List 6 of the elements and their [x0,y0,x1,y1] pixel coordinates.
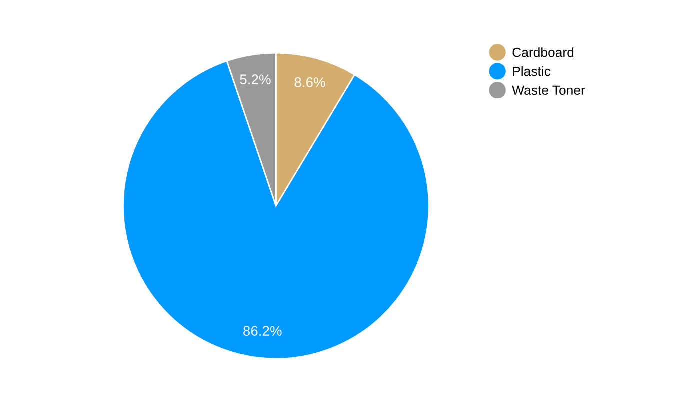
legend-label: Waste Toner [512,86,586,96]
legend-label: Plastic [513,66,551,76]
data-label: 8.6% [294,78,326,88]
legend-label: Cardboard [512,48,574,58]
data-label: 5.2% [240,74,271,84]
data-label: 86.2% [244,326,282,336]
